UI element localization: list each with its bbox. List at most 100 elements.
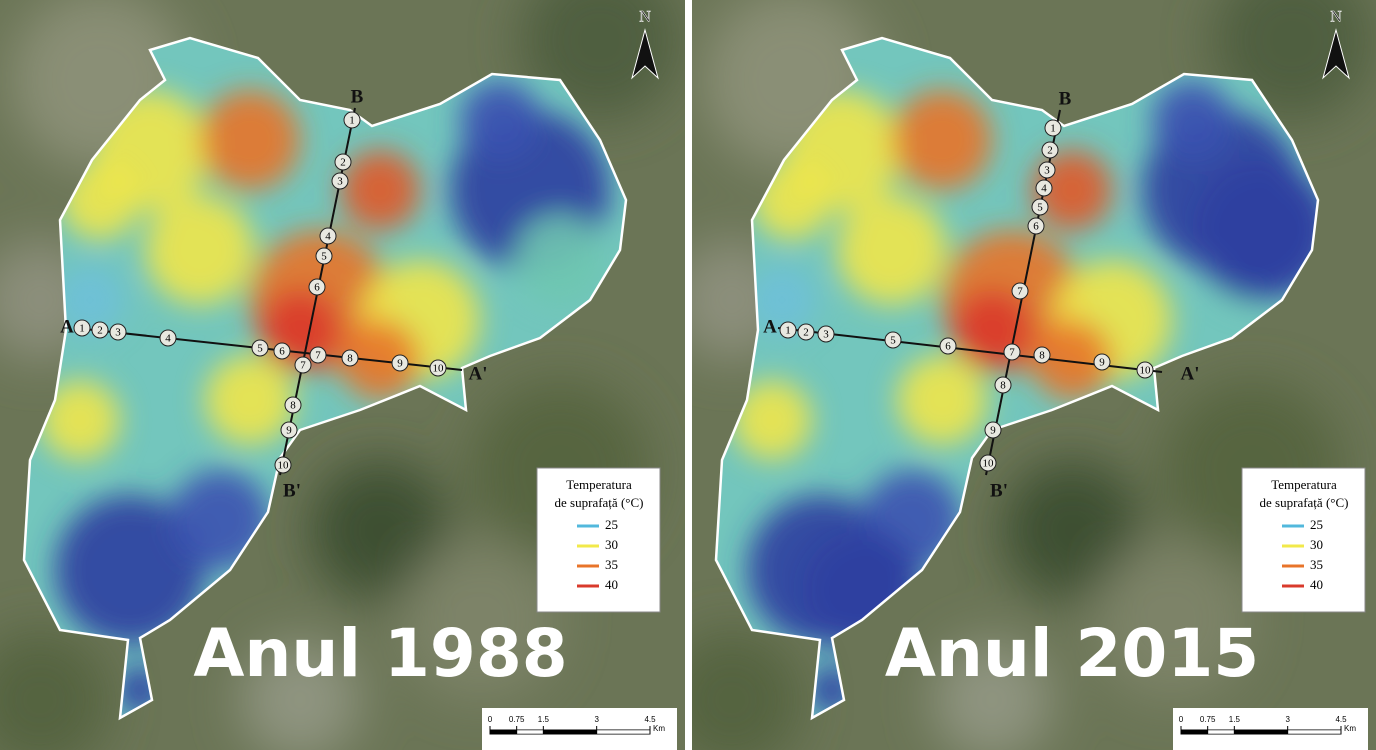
profile-point-label: 5 [257,343,263,355]
scale-unit: Km [1344,724,1356,733]
profile-point-label: 10 [433,363,445,375]
profile-point [1011,282,1029,300]
profile-point [273,342,291,360]
scale-segment [1287,729,1342,735]
terrain-patch [0,630,110,750]
profile-point [343,111,361,129]
heat-blob [1192,160,1318,300]
scale-label: 3 [1285,715,1290,724]
profile-point-label: 5 [1037,202,1043,214]
scale-label: 0.75 [509,715,525,724]
scale-segment [543,729,597,735]
scale-label: 0.75 [1200,715,1216,724]
scale-label: 1.5 [1229,715,1241,724]
scale-box [1173,708,1368,750]
profile-point-label: 9 [990,425,996,437]
profile-point [1041,141,1059,159]
profile-point-label: 5 [321,251,327,263]
profile-point [797,323,815,341]
north-arrow [631,28,659,80]
city-boundary [22,36,628,721]
heat-blob [1032,320,1112,400]
heat-blob [460,80,540,160]
scale-segment [489,729,517,735]
terrain-patch [692,630,802,750]
profile-point-label: 6 [1033,221,1039,233]
profile-point-label: 4 [325,231,331,243]
heat-blob [200,90,300,190]
heat-blob [747,265,817,335]
profile-point-label: 3 [1044,165,1050,177]
legend-label: 30 [605,537,618,552]
scale-box [482,708,677,750]
legend-box [1241,467,1366,613]
profile-end-label: A [60,316,74,337]
terrain-patch [240,640,360,750]
satellite-texture [0,0,680,750]
profile-point-label: 3 [115,327,121,339]
profile-point [1031,198,1049,216]
heat-blob [55,265,125,335]
profile-point [274,456,292,474]
terrain-patch [1002,460,1142,600]
profile-point [1027,217,1045,235]
profile-point-label: 2 [97,325,103,337]
heat-blob [1152,80,1232,160]
profile-point [779,321,797,339]
profile-point-label: 8 [1039,350,1045,362]
profile-point-label: 2 [1047,145,1053,157]
legend-label: 35 [1310,557,1323,572]
legend-title: de suprafață (°C) [555,495,644,510]
profile-point-label: 3 [337,176,343,188]
panel-title: Anul 2015 [885,615,1259,692]
profile-point [1035,179,1053,197]
heat-blob [340,320,420,400]
scale-unit: Km [653,724,665,733]
profile-end-label: B [351,86,364,107]
terrain-patch [932,640,1052,750]
scale-segment [1180,729,1208,735]
profile-point [984,421,1002,439]
profile-end-label: A [763,316,777,337]
legend-label: 40 [1310,577,1323,592]
profile-point-label: 4 [1041,183,1047,195]
scale-segment [516,729,544,735]
scale-label: 4.5 [1335,715,1347,724]
profile-point-label: 6 [279,346,285,358]
heat-blob [732,380,812,460]
legend-label: 40 [605,577,618,592]
heat-blob [55,495,205,645]
profile-point-label: 10 [278,460,290,472]
profile-point-label: 5 [890,335,896,347]
scale-label: 4.5 [644,715,656,724]
profile-point [73,319,91,337]
heat-blob [340,150,420,230]
profile-point [315,247,333,265]
legend-title: de suprafață (°C) [1260,495,1349,510]
profile-end-label: B [1059,88,1072,109]
profile-point-label: 9 [286,425,292,437]
profile-point [334,153,352,171]
profile-point [159,329,177,347]
heat-blobs [732,80,1318,715]
profile-point [331,172,349,190]
heat-blob [892,90,992,190]
map-panel: 1 2 3 5 6 7 891012345678910AA'BB'NTemperaturad… [692,0,1376,750]
profile-point [309,346,327,364]
profile-end-label: B' [283,480,301,501]
scale-label: 0 [488,715,493,724]
legend-label: 35 [605,557,618,572]
profile-point [1038,161,1056,179]
heat-blob [837,195,947,305]
north-label: N [1330,9,1342,26]
profile-point-label: 1 [785,325,791,337]
profile-point-label: 9 [1099,357,1105,369]
profile-point [294,356,312,374]
profile-point-label: 10 [1140,365,1152,377]
profile-point [391,354,409,372]
heat-blob [952,290,1032,370]
north-arrow [1322,28,1350,80]
legend-label: 30 [1310,537,1323,552]
profile-point-label: 7 [315,350,321,362]
